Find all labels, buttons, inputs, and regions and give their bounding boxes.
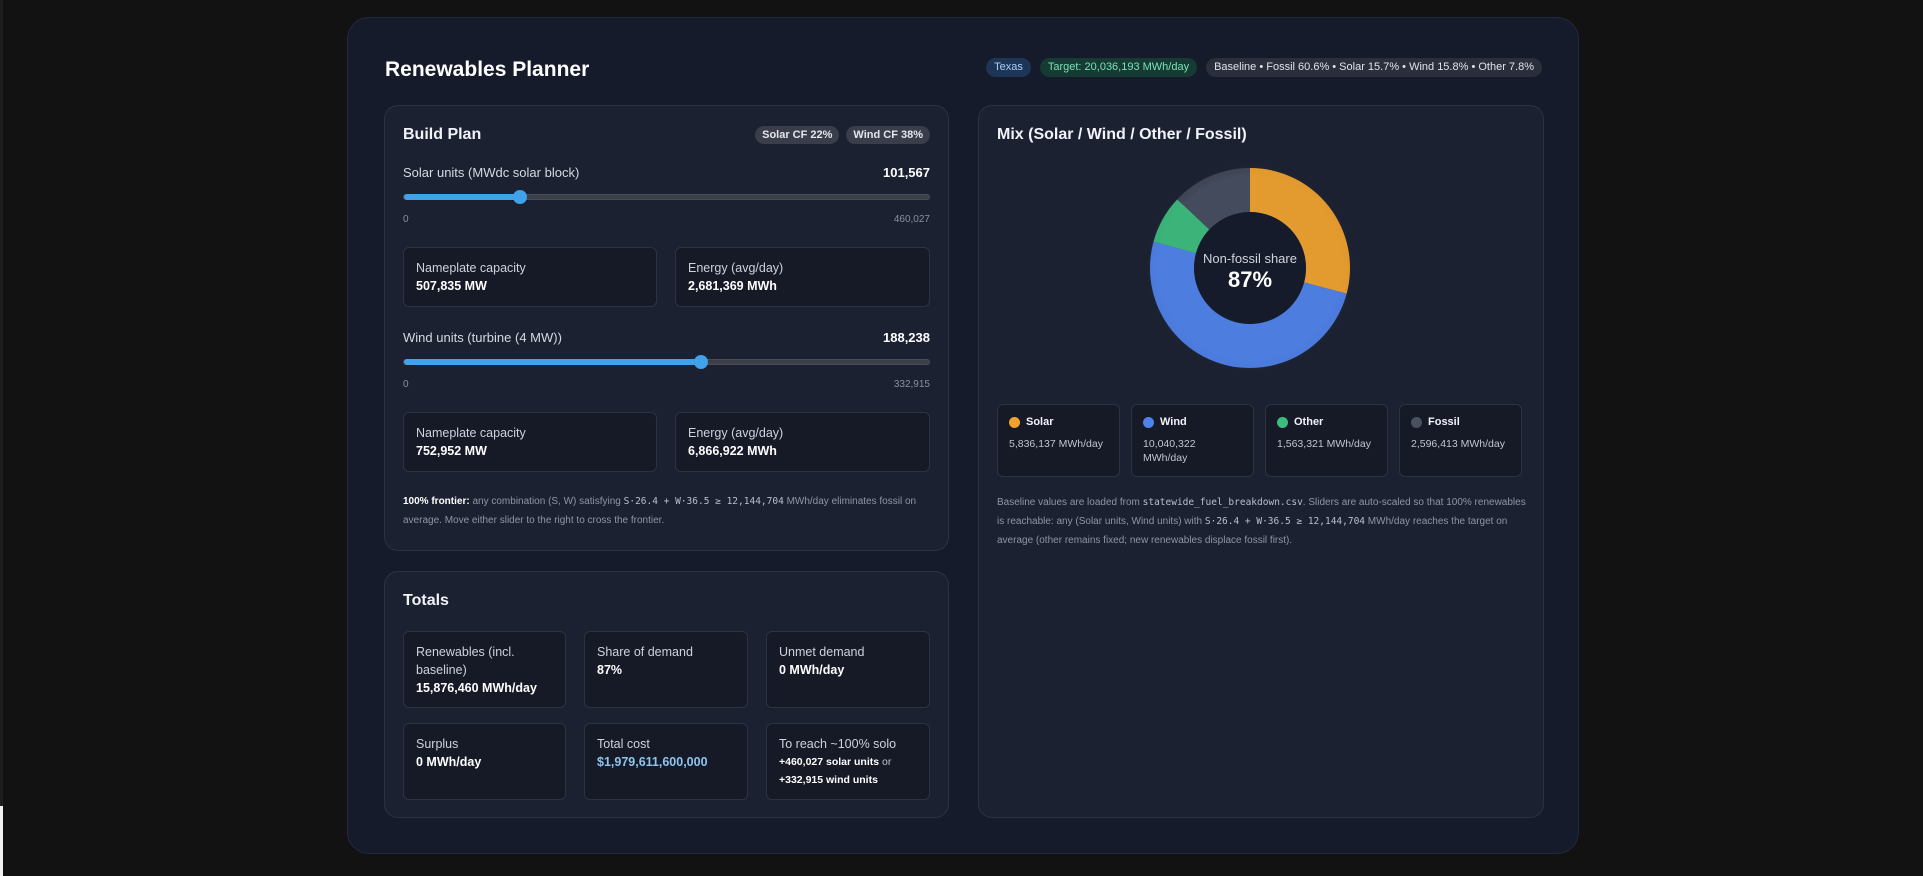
unmet-stat: Unmet demand 0 MWh/day [766,631,930,708]
page-title: Renewables Planner [385,58,590,81]
solar-energy-label: Energy (avg/day) [688,261,784,275]
wind-slider-fill [404,359,701,365]
unmet-value: 0 MWh/day [779,663,845,677]
solar-slider-label: Solar units (MWdc solar block) [403,165,580,180]
reach-or: or [879,756,892,768]
donut-hole [1194,212,1306,324]
state-badge: Texas [986,58,1031,77]
reach-solar: +460,027 solar units [779,756,880,768]
reach-value: +460,027 solar units or +332,915 wind un… [779,753,917,789]
frontier-note-formula: S·26.4 + W·36.5 ≥ 12,144,704 [623,496,784,507]
surplus-stat: Surplus 0 MWh/day [403,723,566,800]
solar-energy-value: 2,681,369 MWh [688,279,777,293]
solar-nameplate-label: Nameplate capacity [416,261,526,275]
wind-nameplate-label: Nameplate capacity [416,426,526,440]
legend-other-value: 1,563,321 MWh/day [1277,438,1371,450]
unmet-label: Unmet demand [779,645,865,659]
mix-note-text1: Baseline values are loaded from [997,497,1143,508]
wind-slider-value: 188,238 [883,330,930,345]
solar-nameplate-value: 507,835 MW [416,279,487,293]
cost-stat: Total cost $1,979,611,600,000 [584,723,748,800]
mix-donut-chart [1146,164,1354,372]
build-plan-title: Build Plan [403,126,482,143]
cost-value: $1,979,611,600,000 [597,755,708,769]
reach-label: To reach ~100% solo [779,737,897,751]
target-badge: Target: 20,036,193 MWh/day [1039,58,1198,77]
legend-fossil-value: 2,596,413 MWh/day [1411,438,1505,450]
app-container: Renewables Planner Texas Target: 20,036,… [347,17,1579,854]
surplus-value: 0 MWh/day [416,755,482,769]
wind-range-max: 332,915 [893,379,930,390]
frontier-note: 100% frontier: any combination (S, W) sa… [403,492,933,530]
wind-dot-icon [1143,416,1154,428]
renewables-stat: Renewables (incl. baseline) 15,876,460 M… [403,631,566,708]
wind-slider-handle[interactable] [693,355,708,369]
donut-slice-wind [1150,241,1347,368]
wind-energy-label: Energy (avg/day) [688,426,784,440]
legend-fossil-name: Fossil [1428,416,1460,428]
wind-nameplate-value: 752,952 MW [416,444,487,458]
solar-energy-stat: Energy (avg/day) 2,681,369 MWh [675,247,930,307]
wind-energy-stat: Energy (avg/day) 6,866,922 MWh [675,412,930,472]
renewables-value: 15,876,460 MWh/day [416,681,537,695]
donut-center-label: Non-fossil share [1203,251,1297,266]
donut-slice-solar [1250,168,1350,294]
legend-solar-name: Solar [1026,416,1054,428]
frontier-note-text1: any combination (S, W) satisfying [469,496,624,507]
mix-note-formula: S·26.4 + W·36.5 ≥ 12,144,704 [1204,516,1366,527]
mix-title: Mix (Solar / Wind / Other / Fossil) [997,126,1247,143]
baseline-badge: Baseline • Fossil 60.6% • Solar 15.7% • … [1206,58,1542,77]
legend-solar: Solar 5,836,137 MWh/day [997,404,1120,477]
mix-note-text2: . Sliders are auto-scaled so that 100% r… [997,497,1526,527]
other-dot-icon [1277,416,1288,428]
totals-card: Totals Renewables (incl. baseline) 15,87… [384,571,949,818]
frontier-note-text2: MWh/day eliminates fossil on average. Mo… [403,496,917,526]
surplus-label: Surplus [416,737,459,751]
legend-solar-value: 5,836,137 MWh/day [1009,438,1103,450]
mix-note-text3: MWh/day reaches the target on average (o… [997,516,1508,546]
mix-note: Baseline values are loaded from statewid… [997,493,1527,550]
wind-slider[interactable] [403,355,930,369]
share-value: 87% [597,663,623,677]
solar-range-max: 460,027 [893,214,930,225]
legend-wind-value: 10,040,322 MWh/day [1143,438,1196,464]
wind-range-min: 0 [403,379,409,390]
legend-fossil: Fossil 2,596,413 MWh/day [1399,404,1522,477]
wind-energy-value: 6,866,922 MWh [688,444,777,458]
solar-slider-handle[interactable] [512,190,527,204]
solar-slider-value: 101,567 [883,165,930,180]
frontier-note-bold: 100% frontier: [403,496,470,507]
reach-wind: +332,915 wind units [779,774,878,786]
header-pills: Texas Target: 20,036,193 MWh/day Baselin… [986,58,1542,77]
solar-nameplate-stat: Nameplate capacity 507,835 MW [403,247,657,307]
solar-slider[interactable] [403,190,930,204]
cost-label: Total cost [597,737,650,751]
solar-slider-fill [404,194,520,200]
reach-stat: To reach ~100% solo +460,027 solar units… [766,723,930,800]
left-edge-strip [0,0,3,876]
legend-other: Other 1,563,321 MWh/day [1265,404,1388,477]
solar-cf-badge: Solar CF 22% [755,126,840,144]
share-label: Share of demand [597,645,693,659]
share-stat: Share of demand 87% [584,631,748,708]
renewables-label: Renewables (incl. baseline) [416,645,515,677]
legend-wind: Wind 10,040,322 MWh/day [1131,404,1254,477]
donut-slice-other [1153,199,1210,254]
totals-title: Totals [403,592,449,609]
donut-center-value: 87% [1227,267,1273,292]
mix-card: Mix (Solar / Wind / Other / Fossil) Non-… [978,105,1544,818]
wind-nameplate-stat: Nameplate capacity 752,952 MW [403,412,657,472]
build-plan-card: Build Plan Solar CF 22% Wind CF 38% Sola… [384,105,949,551]
mix-note-filename: statewide_fuel_breakdown.csv [1142,497,1303,508]
solar-range-min: 0 [403,214,409,225]
fossil-dot-icon [1411,416,1422,428]
donut-slice-fossil [1177,168,1250,230]
capacity-factor-pills: Solar CF 22% Wind CF 38% [755,126,930,144]
legend-wind-name: Wind [1160,416,1187,428]
wind-cf-badge: Wind CF 38% [846,126,930,144]
legend-other-name: Other [1294,416,1324,428]
solar-dot-icon [1009,416,1020,428]
wind-slider-label: Wind units (turbine (4 MW)) [403,330,562,345]
